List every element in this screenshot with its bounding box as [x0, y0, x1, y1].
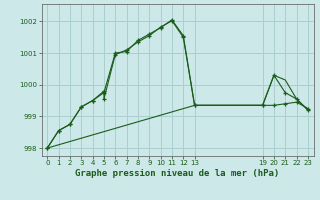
X-axis label: Graphe pression niveau de la mer (hPa): Graphe pression niveau de la mer (hPa) — [76, 169, 280, 178]
